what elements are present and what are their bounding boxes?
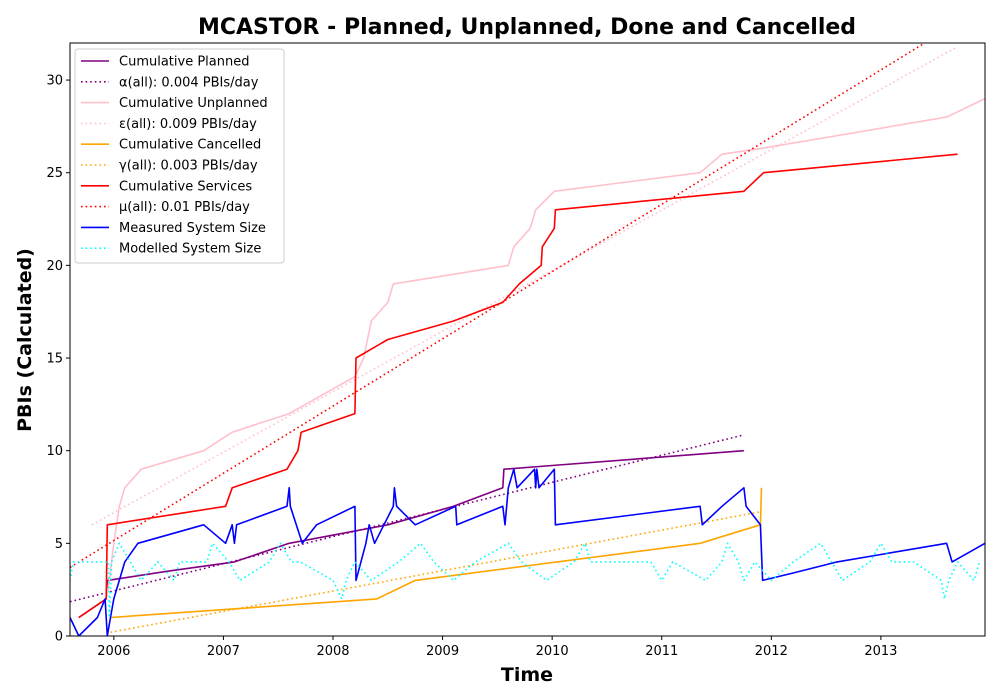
legend-label: ε(all): 0.009 PBIs/day (119, 117, 257, 132)
legend-label: Cumulative Planned (119, 55, 249, 70)
x-tick-label: 2006 (97, 644, 130, 659)
x-tick-label: 2008 (316, 644, 349, 659)
legend-label: Measured System Size (119, 221, 266, 236)
y-tick-label: 0 (55, 630, 63, 645)
chart-title: MCASTOR - Planned, Unplanned, Done and C… (198, 15, 856, 40)
legend-label: Cumulative Unplanned (119, 96, 268, 111)
legend-label: Cumulative Cancelled (119, 138, 261, 153)
x-tick-label: 2012 (755, 644, 788, 659)
y-tick-label: 10 (46, 444, 63, 459)
y-tick-label: 5 (55, 537, 63, 552)
y-axis-label: PBIs (Calculated) (14, 248, 36, 432)
y-tick-label: 20 (46, 259, 63, 274)
legend-label: γ(all): 0.003 PBIs/day (119, 159, 258, 174)
y-tick-label: 25 (46, 166, 63, 181)
legend: Cumulative Planned α(all): 0.004 PBIs/day… (75, 49, 284, 263)
y-tick-label: 15 (46, 352, 63, 367)
x-tick-label: 2010 (536, 644, 569, 659)
legend-label: μ(all): 0.01 PBIs/day (119, 200, 250, 215)
x-tick-label: 2011 (645, 644, 678, 659)
legend-label: Cumulative Services (119, 179, 252, 194)
x-tick-label: 2013 (864, 644, 897, 659)
x-tick-label: 2009 (426, 644, 459, 659)
x-tick-label: 2007 (207, 644, 240, 659)
y-tick-label: 30 (46, 74, 63, 89)
legend-label: Modelled System Size (119, 242, 261, 257)
x-axis-label: Time (501, 664, 553, 686)
legend-label: α(all): 0.004 PBIs/day (119, 75, 259, 90)
